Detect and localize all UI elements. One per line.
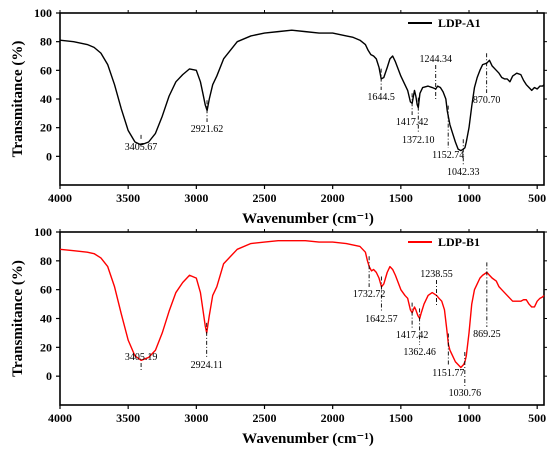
chart-panel-1: 4000 3500 3000 2500 2000 1500 1000 500 0 20 40 60 80… <box>10 6 547 227</box>
x-tick-label: 500 <box>528 191 546 205</box>
x-tick-label: 3500 <box>116 411 140 425</box>
y-tick-label: 60 <box>40 283 52 297</box>
peak-label: 1644.5 <box>367 92 395 103</box>
peak-label: 1238.55 <box>420 269 453 280</box>
peak-label: 1732.72 <box>353 289 386 300</box>
peak-label: 3405.67 <box>125 142 158 153</box>
plot-frame <box>59 12 545 186</box>
peak-label: 1244.34 <box>419 54 452 65</box>
peak-label: 869.25 <box>473 329 501 340</box>
y-tick-label: 0 <box>46 369 52 383</box>
peak-label: 1030.76 <box>449 388 482 399</box>
peak-label: 1042.33 <box>447 167 480 178</box>
peak-label: 1417.42 <box>396 117 429 128</box>
y-tick-label: 20 <box>40 121 52 135</box>
chart-panel-2: 4000 3500 3000 2500 2000 1500 1000 500 0 20 40 60 80… <box>10 225 547 447</box>
peak-label: 2924.11 <box>191 360 223 371</box>
x-tick-label: 1500 <box>389 191 413 205</box>
x-tick-label: 2000 <box>321 411 345 425</box>
y-tick-label: 20 <box>40 340 52 354</box>
legend-label: LDP-A1 <box>438 16 481 30</box>
peak-label: 1362.46 <box>403 347 436 358</box>
peak-label: 1151.77 <box>432 368 464 379</box>
x-tick-label: 4000 <box>48 411 72 425</box>
x-axis-label: Wavenumber (cm⁻¹) <box>242 211 374 227</box>
series-line-ldp-b1 <box>59 239 545 369</box>
x-axis-label: Wavenumber (cm⁻¹) <box>242 431 374 447</box>
legend-label: LDP-B1 <box>438 235 480 249</box>
series-line-ldp-a1 <box>59 29 545 152</box>
x-tick-label: 2500 <box>253 411 277 425</box>
x-tick-label: 2500 <box>253 191 277 205</box>
y-tick-label: 100 <box>34 225 52 239</box>
x-tick-label: 3000 <box>184 191 208 205</box>
x-tick-label: 2000 <box>321 191 345 205</box>
y-tick-label: 100 <box>34 6 52 20</box>
y-axis-label: Transmitance (%) <box>10 41 26 158</box>
peak-label: 1642.57 <box>365 314 398 325</box>
y-axis-label: Transmitance (%) <box>10 260 26 377</box>
plot-frame <box>59 231 545 406</box>
x-tick-label: 1000 <box>457 411 481 425</box>
x-tick-label: 3500 <box>116 191 140 205</box>
x-tick-label: 500 <box>528 411 546 425</box>
x-tick-label: 4000 <box>48 191 72 205</box>
x-tick-label: 1000 <box>457 191 481 205</box>
peak-label: 1417.42 <box>396 330 429 341</box>
y-tick-label: 80 <box>40 254 52 268</box>
y-tick-label: 40 <box>40 92 52 106</box>
y-tick-label: 0 <box>46 149 52 163</box>
peak-label: 2921.62 <box>191 124 224 135</box>
peak-label: 3405.19 <box>125 352 158 363</box>
x-tick-label: 3000 <box>184 411 208 425</box>
y-tick-label: 40 <box>40 312 52 326</box>
x-tick-label: 1500 <box>389 411 413 425</box>
y-tick-label: 80 <box>40 35 52 49</box>
peak-label: 1152.74 <box>432 150 464 161</box>
y-tick-label: 60 <box>40 63 52 77</box>
peak-label: 870.70 <box>473 95 501 106</box>
peak-label: 1372.10 <box>402 135 435 146</box>
